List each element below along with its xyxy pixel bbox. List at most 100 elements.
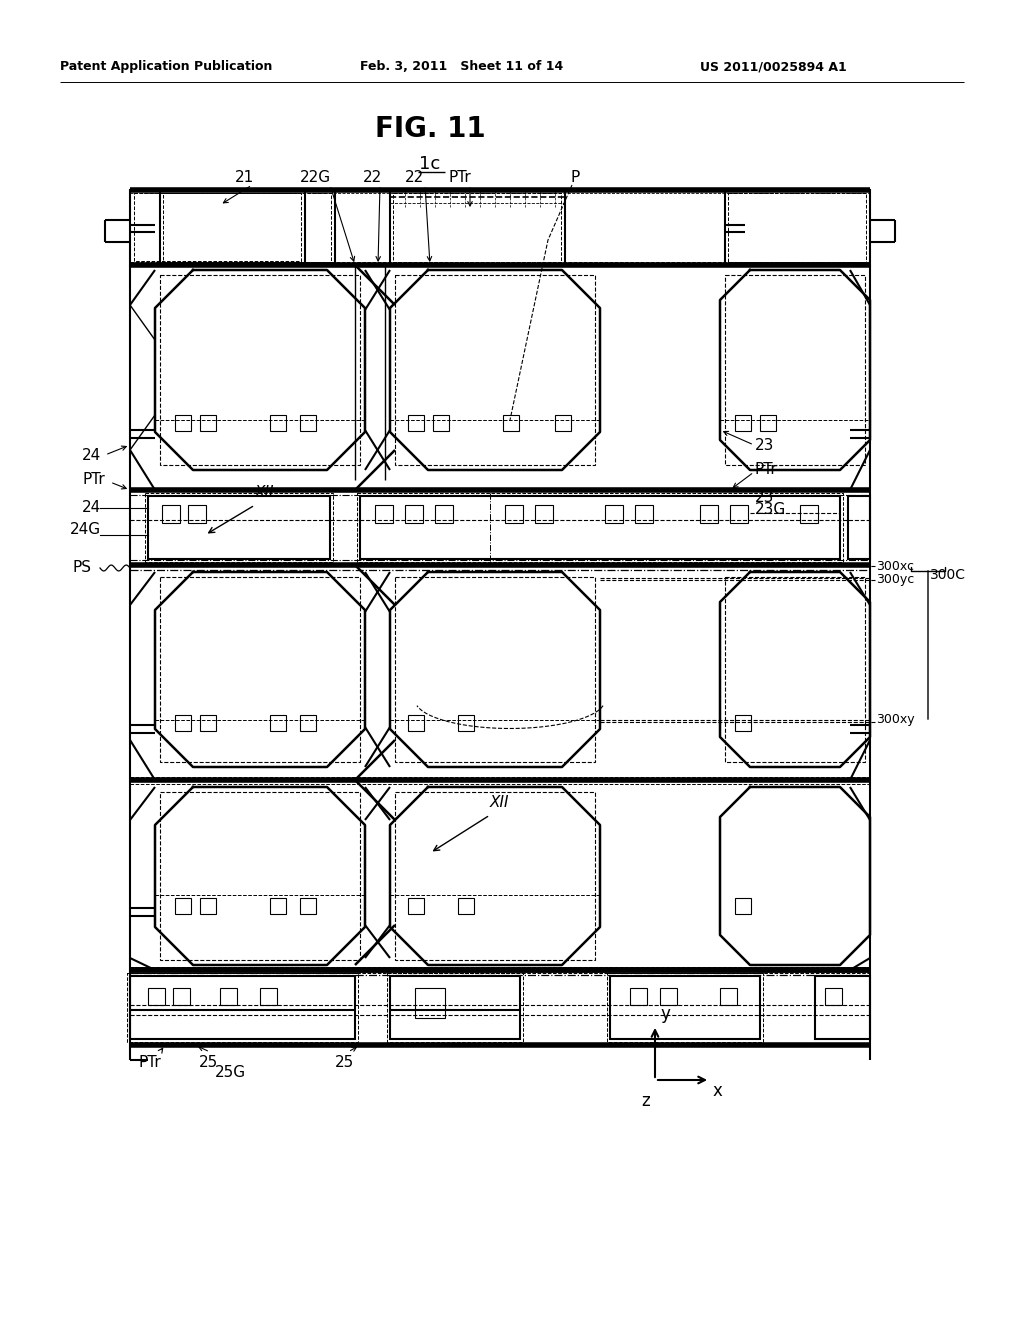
Text: y: y	[660, 1005, 670, 1023]
Bar	[700, 506, 718, 523]
Bar	[148, 987, 165, 1005]
Bar	[393, 193, 561, 261]
Bar	[390, 190, 565, 265]
Text: US 2011/0025894 A1: US 2011/0025894 A1	[700, 59, 847, 73]
Bar	[270, 898, 286, 913]
Bar	[815, 975, 870, 1039]
Bar	[503, 414, 519, 432]
Text: 300xc: 300xc	[876, 560, 914, 573]
Bar	[630, 987, 647, 1005]
Bar	[160, 190, 335, 265]
Text: 1c: 1c	[420, 154, 440, 173]
Text: 23: 23	[755, 490, 774, 506]
Bar	[163, 193, 331, 261]
Bar	[408, 414, 424, 432]
Text: x: x	[713, 1082, 723, 1100]
Bar	[357, 492, 843, 562]
Bar	[175, 898, 191, 913]
Bar	[505, 506, 523, 523]
Bar	[173, 987, 190, 1005]
Text: z: z	[641, 1092, 650, 1110]
Text: 25: 25	[199, 1055, 218, 1071]
Bar	[162, 506, 180, 523]
Text: 300xy: 300xy	[876, 714, 914, 726]
Bar	[130, 975, 355, 1039]
Text: 25G: 25G	[214, 1065, 246, 1080]
Text: 300yc: 300yc	[876, 573, 914, 586]
Text: PS: PS	[72, 561, 91, 576]
Bar	[406, 506, 423, 523]
Text: PTr: PTr	[138, 1055, 161, 1071]
Bar	[635, 506, 653, 523]
Bar	[728, 193, 866, 261]
Bar	[160, 577, 360, 762]
Text: Patent Application Publication: Patent Application Publication	[60, 59, 272, 73]
Bar	[458, 898, 474, 913]
Text: PTr: PTr	[755, 462, 778, 478]
Bar	[375, 506, 393, 523]
Bar	[610, 975, 760, 1039]
Text: PTr: PTr	[449, 170, 471, 185]
Bar	[130, 190, 305, 265]
Bar	[605, 506, 623, 523]
Bar	[270, 414, 286, 432]
Text: 22: 22	[406, 170, 425, 185]
Bar	[607, 973, 763, 1041]
Bar	[660, 987, 677, 1005]
Bar	[535, 506, 553, 523]
Bar	[825, 987, 842, 1005]
Text: XII: XII	[255, 484, 274, 500]
Bar	[175, 715, 191, 731]
Bar	[270, 715, 286, 731]
Text: 24: 24	[82, 500, 101, 515]
Bar	[127, 973, 358, 1041]
Bar	[760, 414, 776, 432]
Text: XII: XII	[490, 795, 510, 810]
Bar	[555, 414, 571, 432]
Bar	[433, 414, 449, 432]
Bar	[220, 987, 237, 1005]
Text: 300C: 300C	[930, 568, 966, 582]
Text: 22G: 22G	[299, 170, 331, 185]
Text: FIG. 11: FIG. 11	[375, 115, 485, 143]
Bar	[387, 973, 523, 1041]
Bar	[300, 414, 316, 432]
Text: 23G: 23G	[755, 503, 786, 517]
Bar	[260, 987, 278, 1005]
Bar	[848, 496, 870, 558]
Bar	[735, 898, 751, 913]
Bar	[435, 506, 453, 523]
Text: Feb. 3, 2011   Sheet 11 of 14: Feb. 3, 2011 Sheet 11 of 14	[360, 59, 563, 73]
Bar	[800, 506, 818, 523]
Text: 23: 23	[755, 437, 774, 453]
Bar	[415, 987, 445, 1018]
Bar	[200, 715, 216, 731]
Bar	[408, 898, 424, 913]
Bar	[725, 275, 865, 465]
Bar	[725, 577, 865, 762]
Text: 25: 25	[336, 1055, 354, 1071]
Bar	[300, 898, 316, 913]
Text: 22: 22	[364, 170, 383, 185]
Bar	[735, 715, 751, 731]
Bar	[730, 506, 748, 523]
Bar	[360, 496, 840, 558]
Bar	[408, 715, 424, 731]
Bar	[200, 898, 216, 913]
Bar	[160, 275, 360, 465]
Bar	[720, 987, 737, 1005]
Bar	[145, 492, 333, 562]
Bar	[175, 414, 191, 432]
Bar	[148, 496, 330, 558]
Bar	[188, 506, 206, 523]
Bar	[134, 193, 301, 261]
Text: 21: 21	[236, 170, 255, 185]
Bar	[395, 577, 595, 762]
Text: PTr: PTr	[82, 473, 104, 487]
Bar	[160, 792, 360, 960]
Bar	[200, 414, 216, 432]
Text: P: P	[570, 170, 580, 185]
Bar	[395, 275, 595, 465]
Bar	[300, 715, 316, 731]
Bar	[395, 792, 595, 960]
